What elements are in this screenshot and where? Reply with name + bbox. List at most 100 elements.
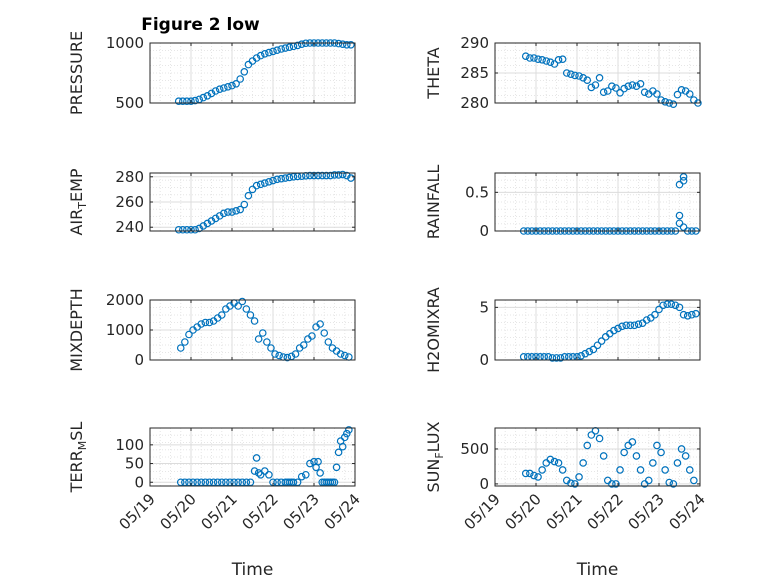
data-point — [201, 478, 210, 487]
x-tick-label: 05/23 — [280, 490, 323, 533]
data-point — [269, 176, 277, 185]
data-point — [187, 97, 195, 106]
data-point — [347, 40, 355, 49]
figure-title: Figure 2 low — [141, 15, 260, 35]
data-point — [342, 429, 351, 438]
data-point — [330, 171, 339, 179]
data-point — [301, 470, 310, 479]
data-point — [277, 174, 286, 183]
data-point — [248, 185, 257, 194]
data-point — [285, 43, 294, 52]
data-point — [209, 478, 218, 487]
data-point — [546, 58, 555, 67]
data-point — [211, 87, 220, 95]
axes-box — [494, 172, 701, 232]
data-point — [550, 457, 559, 466]
data-point — [191, 225, 199, 234]
data-point — [681, 452, 690, 460]
data-point — [558, 55, 567, 64]
data-point — [234, 478, 242, 487]
data-point — [626, 321, 635, 330]
data-point — [181, 478, 189, 487]
data-point — [281, 44, 290, 52]
data-point — [659, 301, 667, 310]
y-tick-label: 0 — [134, 473, 144, 491]
data-point — [628, 81, 637, 89]
data-point — [616, 466, 624, 474]
data-point — [263, 338, 271, 346]
y-tick-label: 280 — [460, 94, 489, 112]
data-point — [314, 171, 322, 180]
data-point — [599, 452, 608, 460]
data-point — [679, 173, 688, 181]
x-tick-label: 05/20 — [502, 490, 545, 533]
y-axis-label: PRESSURE — [67, 31, 86, 115]
y-axis-label: TERRMSL — [67, 422, 89, 494]
data-point — [624, 82, 633, 91]
data-point — [297, 40, 306, 49]
y-tick-label: 500 — [115, 94, 144, 112]
y-tick-label: 240 — [115, 218, 144, 236]
data-point — [614, 324, 622, 333]
data-point — [585, 347, 594, 356]
data-point — [203, 92, 212, 100]
data-point — [534, 473, 542, 481]
data-point — [328, 478, 337, 487]
data-point — [265, 48, 273, 57]
data-point — [246, 311, 255, 319]
data-point — [236, 205, 245, 214]
data-point — [653, 90, 661, 98]
y-tick-label: 0 — [479, 475, 489, 493]
data-point — [236, 75, 245, 83]
data-point — [651, 310, 659, 319]
x-axis-label: Time — [231, 560, 274, 580]
data-point — [199, 93, 208, 102]
data-point — [242, 478, 251, 487]
data-point — [197, 320, 206, 328]
x-tick-label: 05/19 — [461, 490, 504, 533]
y-axis-label: H2OMIXRA — [424, 287, 443, 373]
data-point — [183, 225, 191, 234]
data-point — [238, 478, 247, 487]
data-point — [176, 344, 185, 352]
y-tick-label: 0 — [479, 351, 489, 369]
data-point — [205, 318, 214, 327]
data-point — [205, 478, 214, 487]
y-tick-label: 290 — [460, 34, 489, 52]
data-point — [347, 174, 355, 182]
data-point — [554, 459, 563, 467]
data-point — [285, 173, 294, 182]
data-point — [610, 326, 618, 335]
data-point — [679, 310, 688, 319]
data-point — [260, 179, 269, 187]
data-point — [201, 318, 210, 327]
data-point — [224, 83, 232, 91]
data-point — [608, 82, 616, 91]
data-point — [265, 178, 273, 186]
data-point — [622, 321, 631, 330]
data-point — [595, 74, 604, 82]
y-tick-label: 0 — [479, 222, 489, 240]
data-point — [273, 478, 281, 487]
y-tick-label: 0 — [134, 351, 144, 369]
data-point — [318, 171, 327, 180]
data-point — [642, 316, 651, 324]
data-point — [571, 71, 579, 80]
data-point — [228, 81, 236, 90]
data-point — [320, 329, 329, 337]
y-tick-label: 500 — [460, 440, 489, 458]
data-point — [181, 338, 189, 346]
data-point — [579, 74, 587, 82]
data-point — [595, 434, 604, 443]
data-point — [675, 303, 684, 312]
data-point — [252, 181, 261, 190]
data-point — [334, 171, 343, 179]
data-point — [618, 322, 626, 331]
data-point — [260, 49, 269, 58]
subplot-4: 0 0.5 RAINFALL — [424, 165, 701, 240]
data-point — [240, 200, 249, 209]
data-point — [608, 480, 616, 488]
data-point — [226, 478, 234, 487]
data-point — [285, 478, 294, 487]
data-point — [653, 441, 661, 450]
